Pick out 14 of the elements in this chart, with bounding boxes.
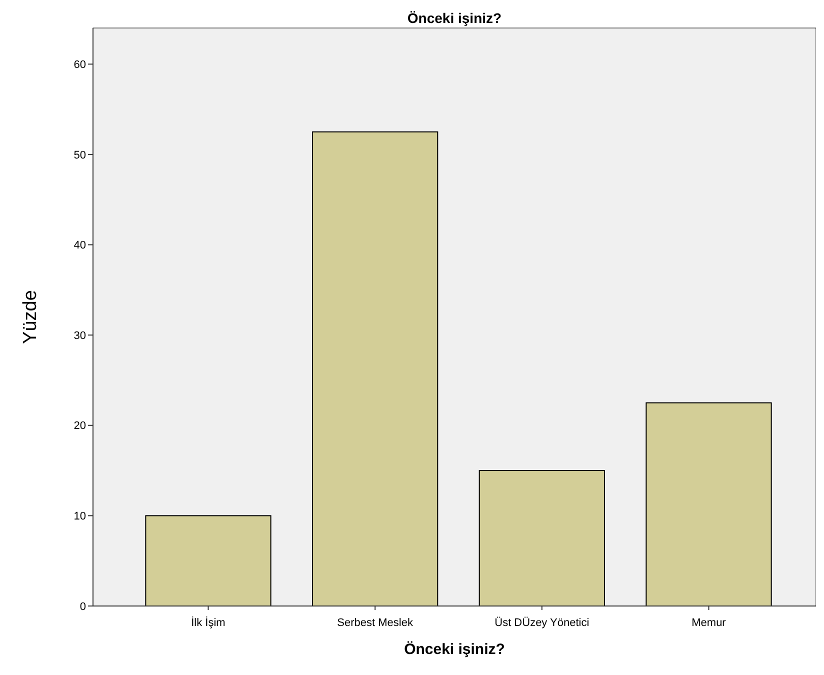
y-tick-label: 50 [74, 149, 86, 162]
x-tick-label: Üst DÜzey Yönetici [494, 616, 590, 629]
y-tick-label: 0 [80, 600, 86, 613]
y-tick-label: 60 [74, 58, 86, 71]
y-axis-title: Yüzde [20, 290, 41, 344]
x-tick-label: İlk İşim [191, 616, 226, 629]
chart-title: Önceki işiniz? [407, 10, 502, 26]
y-tick-label: 20 [74, 420, 86, 432]
x-tick-label: Memur [692, 617, 726, 629]
y-tick-label: 40 [74, 240, 86, 252]
x-tick-label: Serbest Meslek [337, 617, 414, 629]
y-tick-label: 30 [74, 330, 86, 342]
y-tick-label: 10 [74, 510, 86, 523]
x-axis-title: Önceki işiniz? [404, 641, 505, 658]
